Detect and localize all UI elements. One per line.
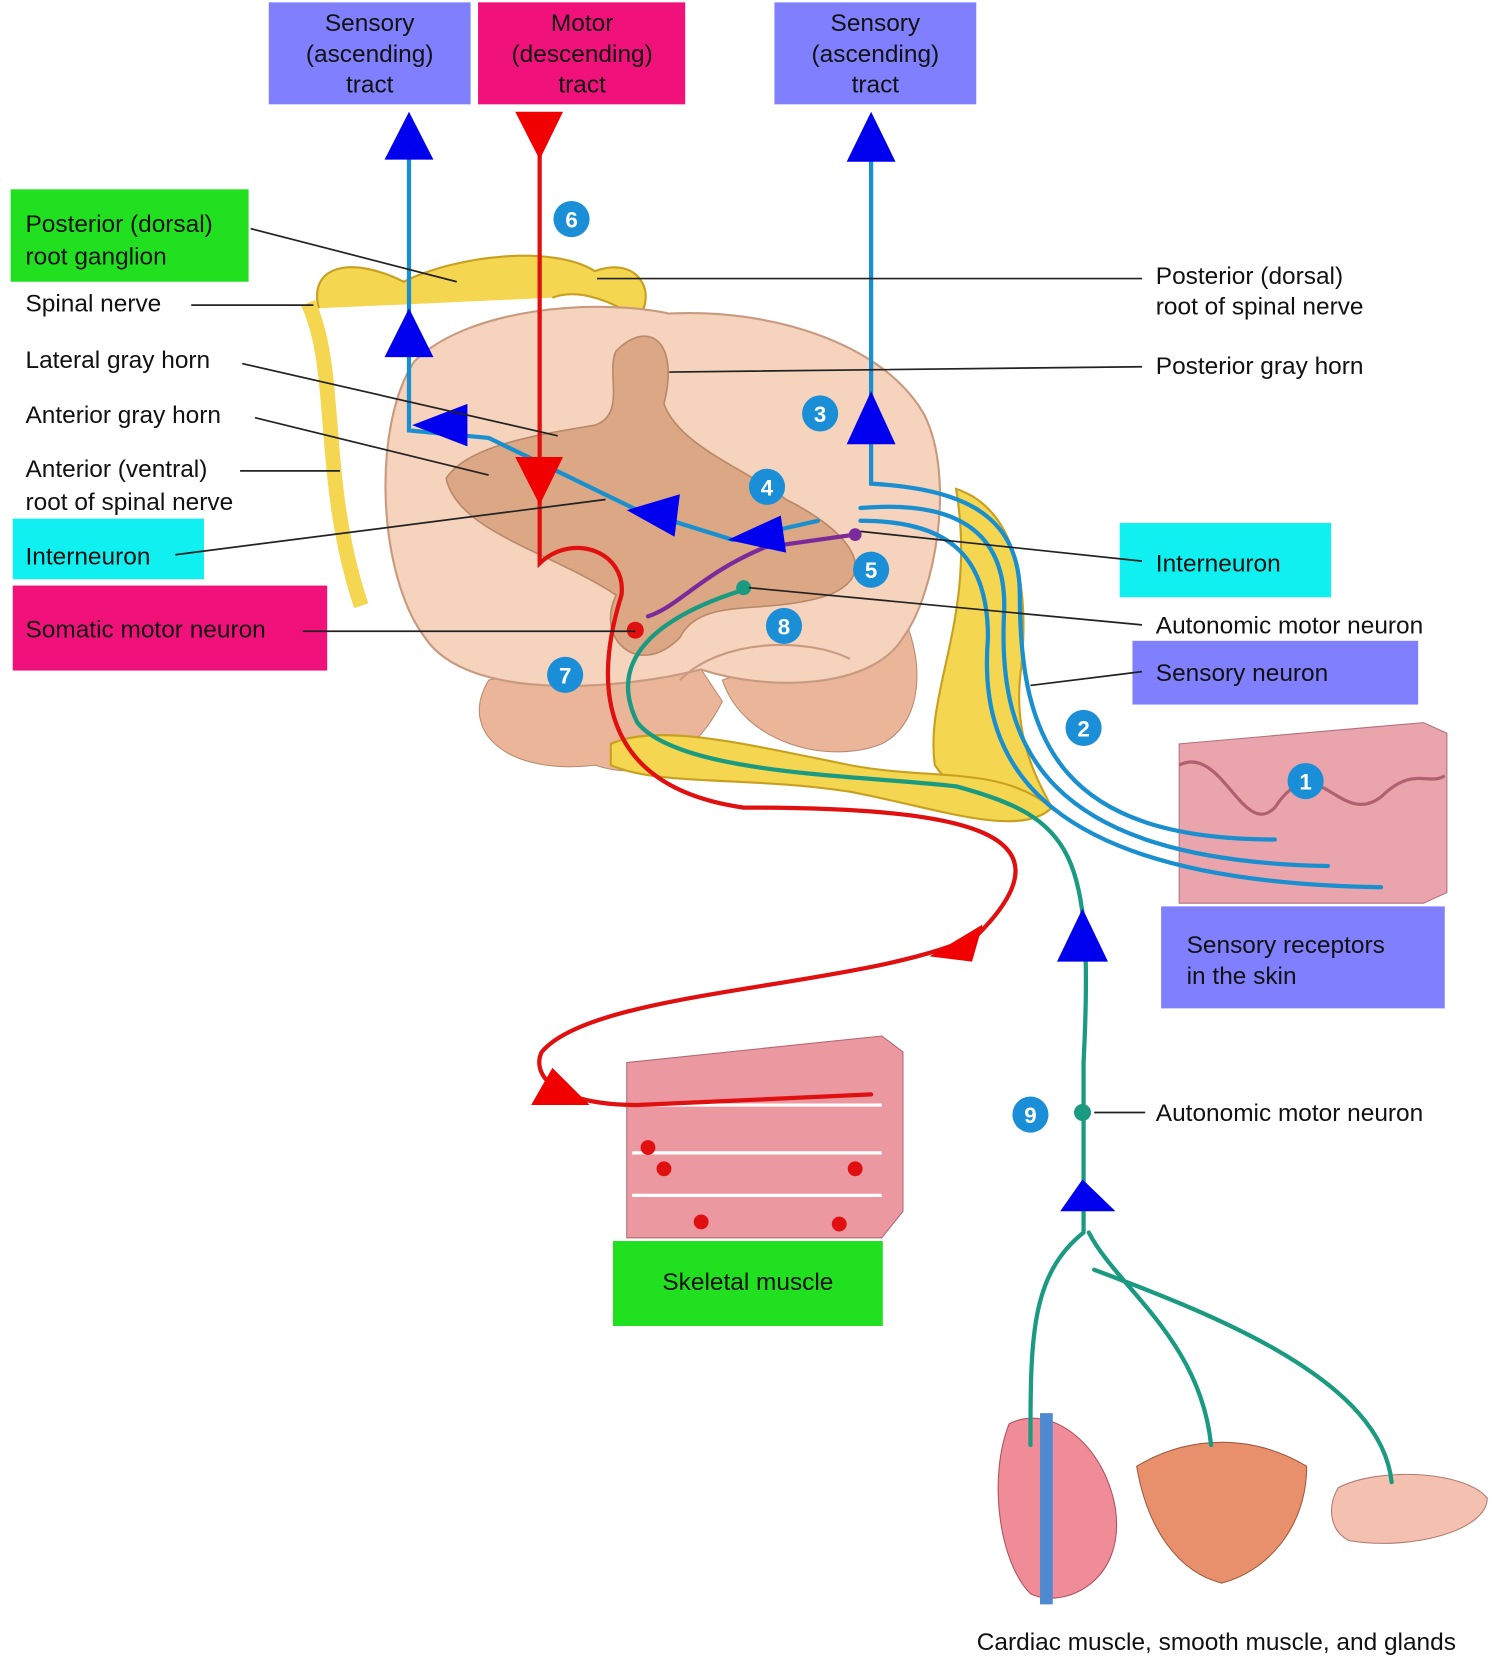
box-label: Skeletal muscle — [662, 1269, 833, 1296]
step-marker — [765, 607, 803, 644]
step-number: 5 — [865, 558, 877, 583]
step-number: 9 — [1024, 1103, 1036, 1128]
tract-label: Motor — [551, 10, 613, 37]
label-boxes — [10, 2, 1445, 1327]
skeletal-muscle-image — [626, 1035, 904, 1239]
structure-label: Sensory receptors — [1187, 932, 1385, 959]
structure-label: Posterior gray horn — [1156, 353, 1364, 380]
step-number: 6 — [565, 208, 577, 233]
caption: Cardiac muscle, smooth muscle, and gland… — [977, 1629, 1456, 1656]
tract-label: tract — [558, 72, 606, 99]
step-number: 4 — [761, 475, 774, 500]
tract-label: (descending) — [512, 41, 653, 68]
structure-label: root of spinal nerve — [1156, 294, 1364, 321]
tract-label: tract — [852, 72, 900, 99]
structure-label: Anterior gray horn — [25, 402, 220, 429]
labels: Sensory (ascending) tract Motor (descending)… — [25, 10, 1455, 1656]
structure-label: Interneuron — [25, 543, 150, 570]
step-marker — [1065, 709, 1102, 746]
structure-label: root of spinal nerve — [25, 489, 233, 516]
structure-label: Interneuron — [1156, 551, 1281, 578]
structure-label: Spinal nerve — [25, 290, 161, 317]
structure-label: Posterior (dorsal) — [1156, 263, 1343, 290]
tract-label: Sensory — [325, 10, 415, 37]
step-marker — [802, 395, 839, 432]
tract-label: Sensory — [831, 10, 921, 37]
pathways — [406, 136, 1394, 1485]
step-marker — [547, 656, 584, 693]
structure-label: root ganglion — [25, 244, 166, 271]
step-marker — [1287, 762, 1324, 800]
tract-label: tract — [346, 72, 394, 99]
skin — [1178, 722, 1448, 904]
structure-label: Posterior (dorsal) — [25, 211, 212, 238]
tract-label: (ascending) — [812, 41, 940, 68]
step-number: 8 — [778, 614, 790, 639]
step-marker — [748, 468, 786, 505]
structure-label: Lateral gray horn — [25, 347, 210, 374]
structure-label: in the skin — [1187, 963, 1297, 990]
structure-label: Somatic motor neuron — [25, 617, 265, 644]
organs — [997, 1413, 1488, 1605]
step-marker — [853, 551, 890, 588]
step-number: 2 — [1077, 716, 1089, 741]
step-marker — [1012, 1096, 1049, 1133]
structure-label: Autonomic motor neuron — [1156, 1100, 1423, 1127]
step-marker — [553, 201, 590, 238]
step-number: 7 — [559, 663, 571, 688]
spinal-cord — [301, 254, 1054, 823]
structure-label: Anterior (ventral) — [25, 456, 207, 483]
tract-label: (ascending) — [306, 41, 434, 68]
leader-lines — [175, 227, 1146, 1114]
structure-label: Sensory neuron — [1156, 660, 1328, 687]
structure-label: Autonomic motor neuron — [1156, 612, 1423, 639]
step-number: 3 — [814, 402, 826, 427]
step-number: 1 — [1299, 770, 1311, 795]
